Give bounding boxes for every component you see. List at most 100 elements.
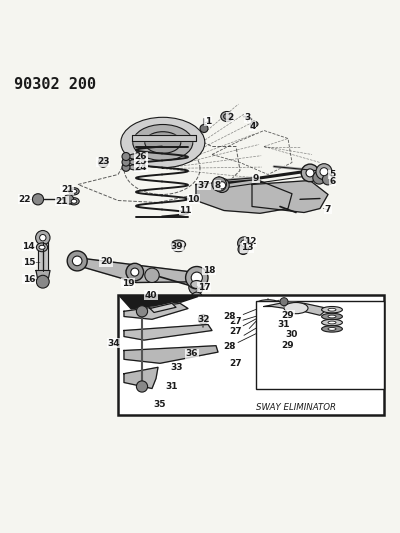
Polygon shape [36,271,50,280]
Text: 30: 30 [286,330,298,339]
Ellipse shape [257,361,279,368]
Polygon shape [124,346,218,364]
Ellipse shape [133,125,193,160]
Text: 34: 34 [108,339,120,348]
Ellipse shape [171,240,186,249]
Ellipse shape [264,363,272,366]
Circle shape [131,268,139,276]
Circle shape [145,268,159,282]
Ellipse shape [264,317,272,320]
Text: 25: 25 [134,157,147,166]
Circle shape [72,256,82,265]
Circle shape [191,292,202,303]
Ellipse shape [257,308,279,315]
Text: 90302 200: 90302 200 [14,77,96,92]
Circle shape [191,272,202,284]
Text: 27: 27 [230,359,242,368]
Polygon shape [150,303,176,312]
Ellipse shape [224,114,230,119]
Text: 27: 27 [230,317,242,326]
Circle shape [98,158,108,167]
Ellipse shape [71,189,77,193]
Ellipse shape [191,280,203,288]
Polygon shape [124,325,212,340]
Circle shape [36,230,50,245]
Circle shape [122,158,130,166]
Circle shape [36,276,49,288]
Bar [256,301,384,389]
Ellipse shape [129,165,145,170]
Ellipse shape [71,199,77,203]
Text: 29: 29 [282,341,294,350]
Text: 11: 11 [179,206,192,215]
Ellipse shape [145,132,181,154]
Circle shape [200,125,208,133]
Ellipse shape [322,326,342,332]
Ellipse shape [257,330,279,337]
Bar [118,295,384,415]
Ellipse shape [39,245,45,249]
Text: 20: 20 [100,257,112,266]
Ellipse shape [257,315,279,322]
Circle shape [316,164,332,180]
Text: 29: 29 [282,311,294,320]
Text: 21: 21 [61,185,74,194]
Ellipse shape [264,332,272,335]
Text: 32: 32 [198,315,210,324]
Text: 31: 31 [166,382,178,391]
Text: 40: 40 [145,291,158,300]
Text: 2: 2 [227,113,233,122]
Polygon shape [196,179,292,213]
Text: 1: 1 [205,117,211,126]
Circle shape [212,177,226,191]
Text: 16: 16 [22,275,35,284]
Polygon shape [120,296,198,317]
Ellipse shape [328,327,336,330]
Circle shape [218,182,226,189]
Text: 31: 31 [278,320,290,329]
Ellipse shape [322,313,342,320]
Text: 6: 6 [330,177,336,186]
Text: 21: 21 [56,197,68,206]
Circle shape [198,314,208,324]
Ellipse shape [69,198,79,205]
Text: SWAY ELIMINATOR: SWAY ELIMINATOR [256,403,336,412]
Circle shape [32,193,44,205]
Circle shape [238,237,250,249]
Ellipse shape [257,322,279,329]
Text: 7: 7 [325,205,331,214]
Circle shape [67,251,87,271]
Ellipse shape [328,321,336,324]
Text: 35: 35 [154,400,166,409]
Polygon shape [38,241,48,271]
Ellipse shape [173,245,184,252]
Ellipse shape [328,308,336,311]
Text: 17: 17 [198,283,210,292]
Text: 5: 5 [329,170,335,179]
Circle shape [136,306,148,317]
Ellipse shape [250,122,258,127]
Ellipse shape [121,117,205,168]
Ellipse shape [264,324,272,327]
Ellipse shape [69,188,79,195]
Circle shape [122,163,130,171]
Ellipse shape [221,111,233,122]
Polygon shape [252,181,328,213]
Circle shape [313,171,326,184]
Text: 23: 23 [97,157,110,166]
Text: 14: 14 [22,242,35,251]
Circle shape [64,195,74,204]
Circle shape [238,244,248,254]
Text: 18: 18 [202,266,215,275]
Text: 13: 13 [241,243,254,252]
Text: 3: 3 [244,113,250,122]
Circle shape [186,266,208,289]
Circle shape [320,168,328,176]
Text: 15: 15 [22,258,35,267]
Text: 10: 10 [187,195,199,204]
Circle shape [215,178,229,192]
Polygon shape [132,134,196,141]
Circle shape [40,235,46,241]
Text: 28: 28 [224,312,236,321]
Text: 9: 9 [253,174,259,183]
